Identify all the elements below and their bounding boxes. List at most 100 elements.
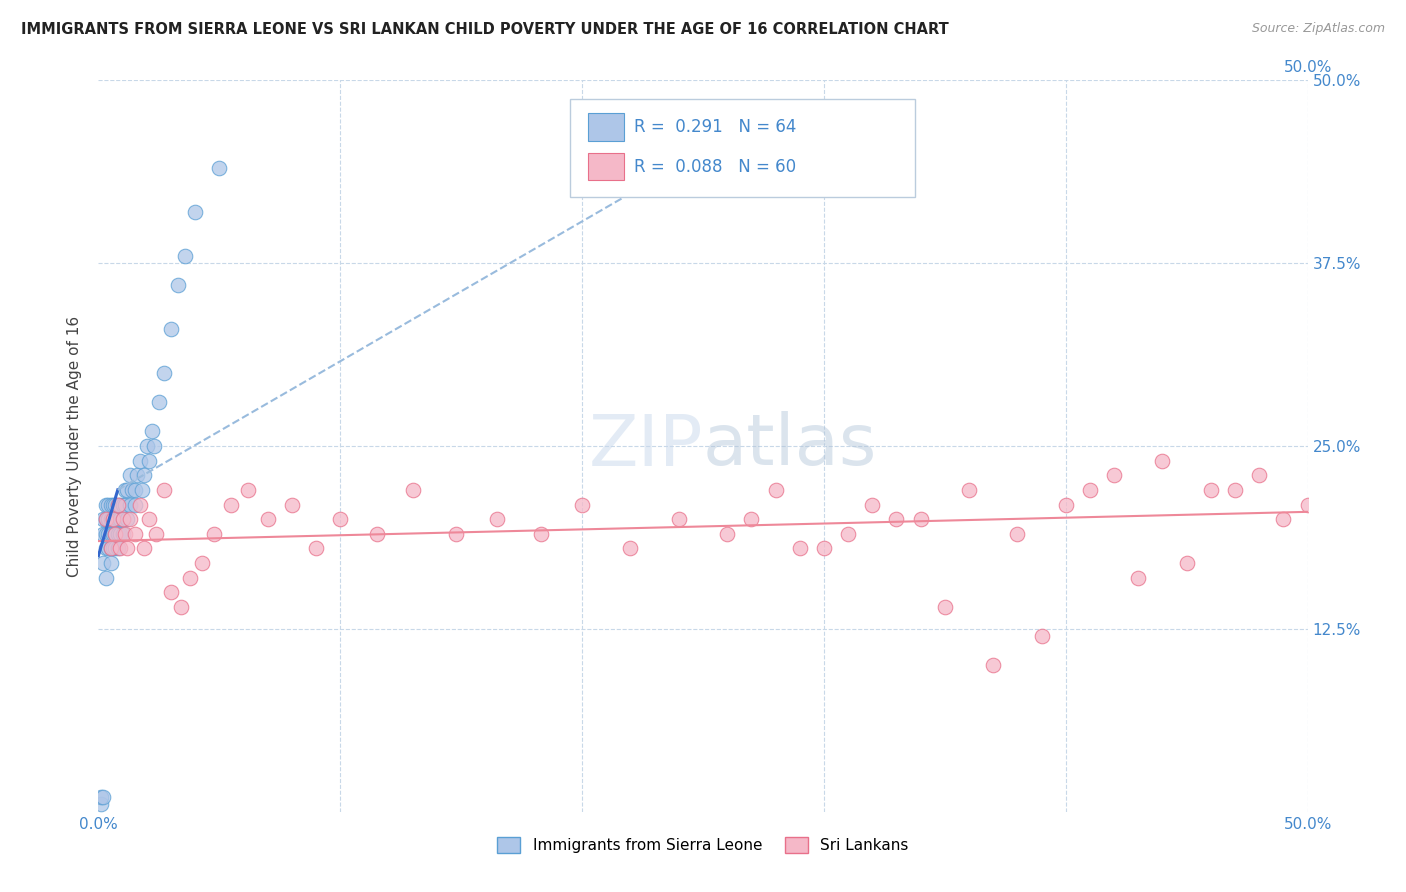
Point: [402, 483, 425, 497]
Point: [108, 512, 131, 526]
Text: atlas: atlas: [703, 411, 877, 481]
Point: [619, 541, 641, 556]
Point: [813, 541, 835, 556]
Point: [486, 512, 509, 526]
Point: [191, 556, 214, 570]
Point: [138, 512, 160, 526]
Point: [152, 483, 174, 497]
Point: [94, 571, 117, 585]
Point: [91, 790, 114, 805]
Point: [131, 483, 153, 497]
Point: [184, 205, 207, 219]
Point: [141, 425, 163, 439]
Point: [97, 512, 120, 526]
Point: [281, 498, 304, 512]
Point: [160, 322, 183, 336]
FancyBboxPatch shape: [569, 99, 915, 197]
Point: [108, 541, 131, 556]
Point: [101, 512, 124, 526]
Point: [221, 498, 243, 512]
Point: [91, 526, 114, 541]
Point: [108, 526, 131, 541]
Point: [90, 790, 112, 805]
Point: [91, 556, 114, 570]
Point: [94, 526, 117, 541]
Point: [94, 512, 117, 526]
Point: [167, 278, 190, 293]
Point: [789, 541, 811, 556]
Point: [208, 161, 231, 175]
Point: [117, 483, 139, 497]
Point: [100, 498, 122, 512]
Point: [668, 512, 690, 526]
Point: [740, 512, 762, 526]
Point: [329, 512, 352, 526]
Point: [107, 512, 129, 526]
Point: [101, 526, 124, 541]
Point: [101, 541, 124, 556]
Point: [104, 541, 127, 556]
Point: [118, 468, 141, 483]
Point: [100, 526, 122, 541]
Point: [94, 541, 117, 556]
Point: [117, 541, 139, 556]
Point: [860, 498, 883, 512]
Point: [97, 541, 120, 556]
Point: [111, 526, 134, 541]
FancyBboxPatch shape: [588, 153, 624, 180]
Text: R =  0.291   N = 64: R = 0.291 N = 64: [634, 118, 796, 136]
Point: [118, 498, 141, 512]
Point: [135, 439, 157, 453]
FancyBboxPatch shape: [588, 113, 624, 141]
Point: [169, 599, 191, 614]
Point: [104, 526, 127, 541]
Point: [366, 526, 388, 541]
Point: [1249, 468, 1271, 483]
Point: [1152, 453, 1174, 467]
Point: [238, 483, 260, 497]
Y-axis label: Child Poverty Under the Age of 16: Child Poverty Under the Age of 16: [67, 316, 83, 576]
Point: [716, 526, 738, 541]
Point: [97, 498, 120, 512]
Point: [100, 541, 122, 556]
Point: [1031, 629, 1053, 643]
Point: [107, 498, 129, 512]
Point: [124, 498, 146, 512]
Point: [179, 571, 201, 585]
Point: [138, 453, 160, 467]
Point: [1007, 526, 1029, 541]
Point: [90, 797, 112, 812]
Point: [1054, 498, 1077, 512]
Point: [174, 249, 197, 263]
Text: ZIP: ZIP: [589, 411, 703, 481]
Point: [128, 498, 150, 512]
Point: [446, 526, 468, 541]
Point: [837, 526, 859, 541]
Point: [97, 512, 120, 526]
Point: [160, 585, 183, 599]
Point: [107, 526, 129, 541]
Point: [114, 483, 136, 497]
Point: [148, 395, 170, 409]
Point: [111, 512, 134, 526]
Point: [957, 483, 980, 497]
Point: [97, 526, 120, 541]
Point: [114, 498, 136, 512]
Point: [108, 498, 131, 512]
Point: [134, 541, 156, 556]
Point: [104, 512, 127, 526]
Point: [118, 512, 141, 526]
Text: Source: ZipAtlas.com: Source: ZipAtlas.com: [1251, 22, 1385, 36]
Point: [117, 512, 139, 526]
Point: [530, 526, 553, 541]
Point: [124, 483, 146, 497]
Point: [101, 512, 124, 526]
Point: [100, 541, 122, 556]
Point: [121, 483, 143, 497]
Point: [1223, 483, 1246, 497]
Point: [100, 512, 122, 526]
Point: [101, 512, 124, 526]
Point: [1296, 498, 1319, 512]
Point: [204, 526, 226, 541]
Point: [143, 439, 166, 453]
